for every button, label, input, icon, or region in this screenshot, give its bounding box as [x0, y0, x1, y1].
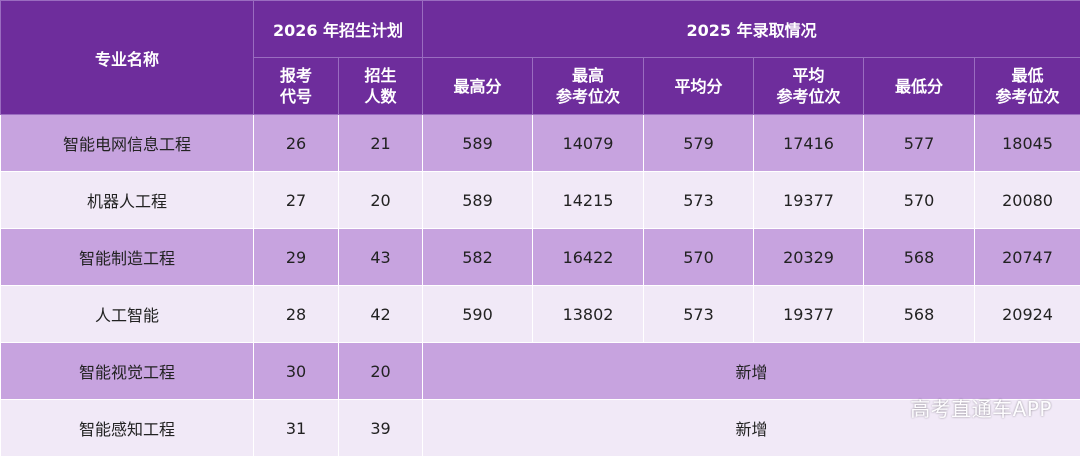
header-line: 参考位次 — [975, 86, 1080, 107]
cell: 31 — [254, 400, 339, 457]
column-header: 报考代号 — [254, 58, 339, 115]
column-header: 招生人数 — [339, 58, 423, 115]
header-line: 最高分 — [423, 76, 532, 97]
header-line: 平均 — [754, 65, 863, 86]
cell: 570 — [864, 172, 975, 229]
column-header: 平均分 — [644, 58, 754, 115]
major-name: 智能制造工程 — [1, 229, 254, 286]
cell: 589 — [423, 115, 533, 172]
major-name: 智能感知工程 — [1, 400, 254, 457]
cell: 19377 — [754, 286, 864, 343]
cell: 16422 — [533, 229, 644, 286]
major-name: 智能电网信息工程 — [1, 115, 254, 172]
cell: 20 — [339, 343, 423, 400]
major-name: 机器人工程 — [1, 172, 254, 229]
cell: 20080 — [975, 172, 1080, 229]
major-name: 智能视觉工程 — [1, 343, 254, 400]
cell: 43 — [339, 229, 423, 286]
cell: 573 — [644, 172, 754, 229]
cell: 42 — [339, 286, 423, 343]
cell: 570 — [644, 229, 754, 286]
header-line: 最高 — [533, 65, 643, 86]
header-line: 最低 — [975, 65, 1080, 86]
cell: 26 — [254, 115, 339, 172]
cell: 577 — [864, 115, 975, 172]
header-plan: 2026 年招生计划 — [254, 1, 423, 58]
cell: 19377 — [754, 172, 864, 229]
cell: 582 — [423, 229, 533, 286]
cell: 579 — [644, 115, 754, 172]
column-header: 最高参考位次 — [533, 58, 644, 115]
cell: 590 — [423, 286, 533, 343]
cell: 568 — [864, 229, 975, 286]
header-line: 平均分 — [644, 76, 753, 97]
header-admission: 2025 年录取情况 — [423, 1, 1080, 58]
cell: 20 — [339, 172, 423, 229]
cell: 14079 — [533, 115, 644, 172]
header-line: 报考 — [254, 65, 338, 86]
header-line: 参考位次 — [533, 86, 643, 107]
header-line: 参考位次 — [754, 86, 863, 107]
cell: 21 — [339, 115, 423, 172]
cell: 20329 — [754, 229, 864, 286]
major-name: 人工智能 — [1, 286, 254, 343]
cell: 20924 — [975, 286, 1080, 343]
cell: 27 — [254, 172, 339, 229]
cell: 568 — [864, 286, 975, 343]
watermark: 高考直通车APP — [910, 393, 1052, 422]
cell: 18045 — [975, 115, 1080, 172]
column-header: 最低参考位次 — [975, 58, 1080, 115]
header-line: 人数 — [339, 86, 422, 107]
cell: 13802 — [533, 286, 644, 343]
column-header: 平均参考位次 — [754, 58, 864, 115]
column-header: 最高分 — [423, 58, 533, 115]
cell: 589 — [423, 172, 533, 229]
cell: 17416 — [754, 115, 864, 172]
header-major: 专业名称 — [1, 1, 254, 115]
cell: 新增 — [423, 343, 1080, 400]
header-line: 代号 — [254, 86, 338, 107]
cell: 29 — [254, 229, 339, 286]
cell: 30 — [254, 343, 339, 400]
cell: 573 — [644, 286, 754, 343]
column-header: 最低分 — [864, 58, 975, 115]
cell: 28 — [254, 286, 339, 343]
cell: 20747 — [975, 229, 1080, 286]
cell: 14215 — [533, 172, 644, 229]
header-line: 最低分 — [864, 76, 974, 97]
header-line: 招生 — [339, 65, 422, 86]
cell: 39 — [339, 400, 423, 457]
